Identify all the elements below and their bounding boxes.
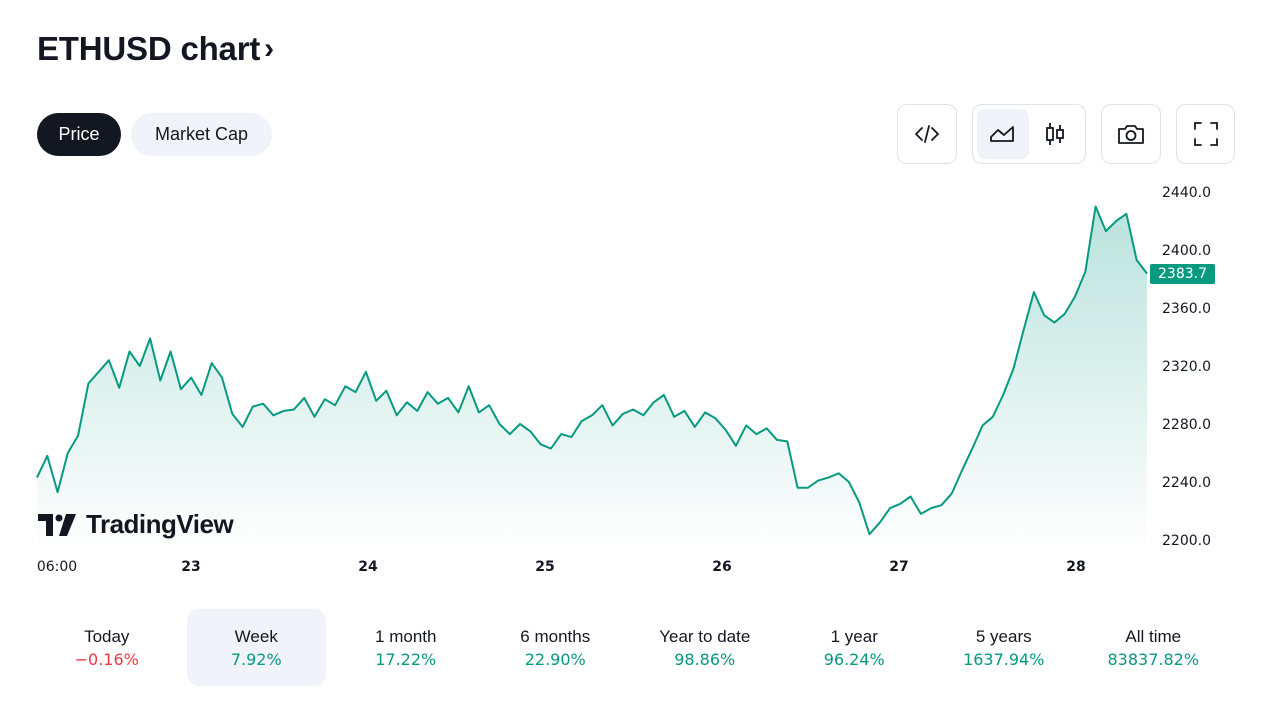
period-change: 22.90% [524,649,586,669]
period-change: 98.86% [674,649,736,669]
price-line [36,205,1148,536]
period-label: Week [234,626,278,646]
chart-title-link[interactable]: ETHUSD chart › [37,30,274,68]
candlestick-icon [1046,123,1064,145]
period-today[interactable]: Today −0.16% [37,609,177,686]
period-change: 17.22% [375,649,437,669]
chevron-right-icon: › [264,32,274,65]
period-change: 1637.94% [963,649,1045,669]
fullscreen-button[interactable] [1180,109,1232,159]
code-icon [915,125,939,143]
area-chart-button[interactable] [977,109,1029,159]
period-label: 6 months [520,626,591,646]
period-label: 5 years [975,626,1032,646]
y-tick-label: 2320.0 [1162,359,1211,375]
tab-price[interactable]: Price [37,113,121,156]
period-all-time[interactable]: All time 83837.82% [1084,609,1224,686]
period-label: All time [1125,626,1182,646]
x-tick-label: 23 [181,559,201,575]
period-week[interactable]: Week 7.92% [186,609,326,686]
x-tick-label: 26 [712,559,732,575]
period-label: Today [84,626,130,646]
x-tick-label: 24 [358,559,378,575]
tab-market-cap[interactable]: Market Cap [131,113,272,156]
y-tick-label: 2360.0 [1162,301,1211,317]
x-tick-label: 06:00 [36,559,78,575]
period-6-months[interactable]: 6 months 22.90% [486,609,626,686]
period-5-years[interactable]: 5 years 1637.94% [934,609,1074,686]
y-tick-label: 2440.0 [1162,185,1211,201]
period-change: −0.16% [74,649,139,669]
embed-button[interactable] [901,109,953,159]
fullscreen-toolbar [1176,104,1235,164]
period-change: 96.24% [823,649,885,669]
period-label: 1 year [830,626,878,646]
x-tick-label: 27 [889,559,909,575]
watermark-text: TradingView [86,509,234,539]
period-1-month[interactable]: 1 month 17.22% [336,609,476,686]
x-tick-label: 25 [535,559,555,575]
chart-type-toolbar [972,104,1086,164]
price-chart[interactable] [0,170,1150,550]
period-label: Year to date [659,626,751,646]
tradingview-logo-icon [38,513,76,536]
snapshot-toolbar [1101,104,1161,164]
embed-toolbar [897,104,957,164]
camera-icon [1118,125,1144,144]
period-change: 7.92% [230,649,282,669]
y-tick-label: 2240.0 [1162,475,1211,491]
price-area-fill [37,206,1147,550]
area-chart-icon [990,126,1014,142]
period-year-to-date[interactable]: Year to date 98.86% [635,609,775,686]
last-price-tag: 2383.7 [1150,264,1215,284]
candlestick-chart-button[interactable] [1029,109,1081,159]
period-1-year[interactable]: 1 year 96.24% [785,609,925,686]
snapshot-button[interactable] [1105,109,1157,159]
y-tick-label: 2280.0 [1162,417,1211,433]
y-tick-label: 2200.0 [1162,533,1211,549]
y-tick-label: 2400.0 [1162,243,1211,259]
page-title: ETHUSD chart [37,30,261,67]
tradingview-watermark[interactable]: TradingView [38,509,234,540]
performance-periods: Today −0.16% Week 7.92% 1 month 17.22% 6… [37,609,1235,686]
period-label: 1 month [375,626,437,646]
period-change: 83837.82% [1107,649,1200,669]
fullscreen-icon [1193,122,1218,146]
x-tick-label: 28 [1066,559,1086,575]
